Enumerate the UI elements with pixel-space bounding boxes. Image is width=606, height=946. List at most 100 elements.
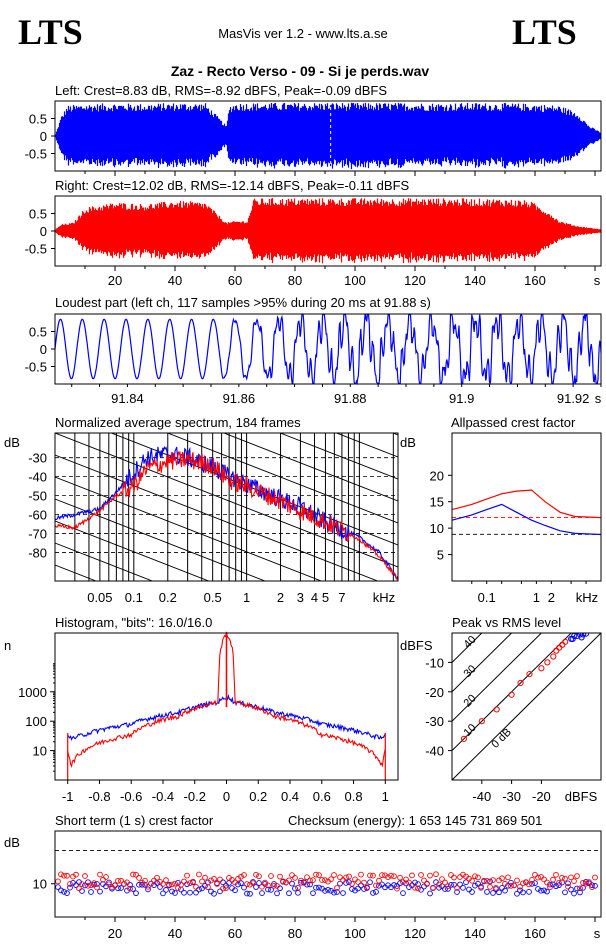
spectrum-left-line bbox=[55, 445, 398, 581]
short-crest-right-point bbox=[535, 874, 541, 881]
short-crest-left-point bbox=[64, 890, 70, 896]
peak-rms-left-point bbox=[577, 633, 584, 638]
short-crest-right-point bbox=[397, 874, 403, 881]
short-crest-left-point bbox=[55, 884, 61, 890]
short-crest-right-point bbox=[526, 881, 532, 888]
short-crest-right-point bbox=[79, 881, 85, 887]
peak-rms-ytick-label: -30 bbox=[425, 714, 444, 729]
spectrum-xunit: kHz bbox=[373, 590, 395, 605]
short-crest-left-point bbox=[145, 886, 151, 893]
short-crest-left-point bbox=[196, 886, 202, 893]
short-crest-right-point bbox=[295, 884, 301, 891]
short-crest-left-point bbox=[292, 885, 298, 892]
short-crest-left-point bbox=[331, 889, 337, 896]
short-crest-left-point bbox=[217, 888, 223, 895]
right-waveform-xtick-label: 80 bbox=[288, 273, 302, 288]
short-crest-left-point bbox=[181, 889, 187, 896]
spectrum-slope-line bbox=[222, 433, 398, 502]
short-crest-right-point bbox=[322, 877, 328, 883]
short-crest-right-point bbox=[118, 877, 124, 884]
short-crest-right-point bbox=[85, 882, 91, 889]
short-crest-left-point bbox=[484, 889, 490, 895]
short-crest-right-point bbox=[343, 874, 349, 881]
short-crest-right-point bbox=[190, 878, 196, 885]
short-crest-left-point bbox=[571, 890, 577, 897]
short-crest-ytick-label: 10 bbox=[33, 877, 47, 892]
peak-rms-right-point bbox=[544, 659, 551, 666]
short-crest-right-point bbox=[304, 874, 310, 881]
short-crest-left-point bbox=[82, 882, 88, 889]
short-crest-right-point bbox=[82, 873, 88, 879]
crest-xtick-label: 0.1 bbox=[478, 590, 496, 605]
crest-left-line bbox=[451, 503, 602, 536]
short-crest-xtick-label: 140 bbox=[464, 926, 486, 941]
short-crest-right-point bbox=[376, 877, 382, 884]
short-crest-xtick-label: 100 bbox=[344, 926, 366, 941]
short-crest-left-point bbox=[169, 888, 175, 895]
left-waveform-ytick-label: 0 bbox=[40, 129, 47, 144]
short-crest-right-point bbox=[106, 881, 112, 888]
short-crest-right-point bbox=[160, 881, 166, 887]
short-crest-right-point bbox=[148, 880, 154, 887]
short-crest-right-point bbox=[424, 880, 430, 887]
peak-rms-crest-line bbox=[452, 633, 513, 693]
short-crest-left-point bbox=[304, 881, 310, 888]
short-crest-right-point bbox=[346, 873, 352, 880]
short-crest-left-point bbox=[358, 882, 364, 889]
loudest-xtick-label: 91.88 bbox=[334, 391, 367, 406]
short-crest-left-point bbox=[400, 890, 406, 896]
short-crest-right-point bbox=[562, 875, 568, 882]
short-crest-right-point bbox=[451, 874, 457, 881]
short-crest-right-point bbox=[184, 872, 190, 879]
short-crest-left-point bbox=[73, 882, 79, 888]
peak-rms-ylabel: dBFS bbox=[400, 638, 433, 653]
short-crest-right-point bbox=[163, 877, 169, 883]
short-crest-right-point bbox=[514, 877, 520, 884]
short-crest-left-point bbox=[574, 885, 580, 892]
short-crest-left-point bbox=[118, 885, 124, 891]
spectrum-slope-line bbox=[55, 433, 398, 568]
short-crest-left-point bbox=[346, 879, 352, 885]
peak-rms-crest-label: 0 dB bbox=[489, 726, 513, 750]
short-crest-right-point bbox=[493, 885, 499, 891]
short-crest-right-point bbox=[391, 873, 397, 880]
short-crest-left-point bbox=[538, 887, 544, 894]
right-waveform-ytick-label: 0 bbox=[40, 224, 47, 239]
short-crest-right-point bbox=[316, 872, 322, 878]
peak-rms-right-point bbox=[553, 647, 560, 654]
short-crest-left-point bbox=[241, 884, 247, 891]
histogram-xtick-label: -0.2 bbox=[184, 789, 206, 804]
histogram-right-line bbox=[67, 631, 386, 768]
short-crest-right-point bbox=[121, 881, 127, 887]
short-crest-xtick-label: 120 bbox=[404, 926, 426, 941]
short-crest-right-point bbox=[379, 872, 385, 878]
right-waveform-xtick-label: 120 bbox=[404, 273, 426, 288]
short-crest-right-point bbox=[301, 879, 307, 886]
short-crest-right-point bbox=[253, 871, 259, 878]
short-crest-right-point bbox=[529, 876, 535, 883]
short-crest-left-point bbox=[325, 887, 331, 893]
peak-rms-crest-label: 40 bbox=[462, 634, 479, 651]
crest-ylabel: dB bbox=[400, 435, 416, 450]
short-crest-right-point bbox=[589, 884, 595, 890]
short-crest-left-point bbox=[541, 887, 547, 894]
short-crest-left-point bbox=[175, 880, 181, 886]
short-crest-right-point bbox=[415, 885, 421, 892]
short-crest-right-point bbox=[592, 874, 598, 881]
short-crest-right-point bbox=[61, 872, 67, 879]
crest-ytick-label: 10 bbox=[430, 521, 444, 536]
peak-rms-crest-line bbox=[452, 633, 601, 780]
short-crest-right-point bbox=[355, 879, 361, 885]
peak-rms-right-point bbox=[538, 665, 545, 672]
short-crest-right-point bbox=[427, 872, 433, 879]
short-crest-right-point bbox=[280, 878, 286, 885]
crest-xunit: kHz bbox=[576, 590, 598, 605]
peak-rms-xtick-label: -30 bbox=[502, 789, 521, 804]
short-crest-left-point bbox=[184, 881, 190, 888]
peak-rms-title: Peak vs RMS level bbox=[452, 615, 561, 630]
short-crest-right-point bbox=[55, 878, 61, 885]
short-crest-left-point bbox=[244, 890, 250, 897]
short-crest-left-point bbox=[187, 889, 193, 896]
short-crest-left-point bbox=[487, 878, 493, 885]
